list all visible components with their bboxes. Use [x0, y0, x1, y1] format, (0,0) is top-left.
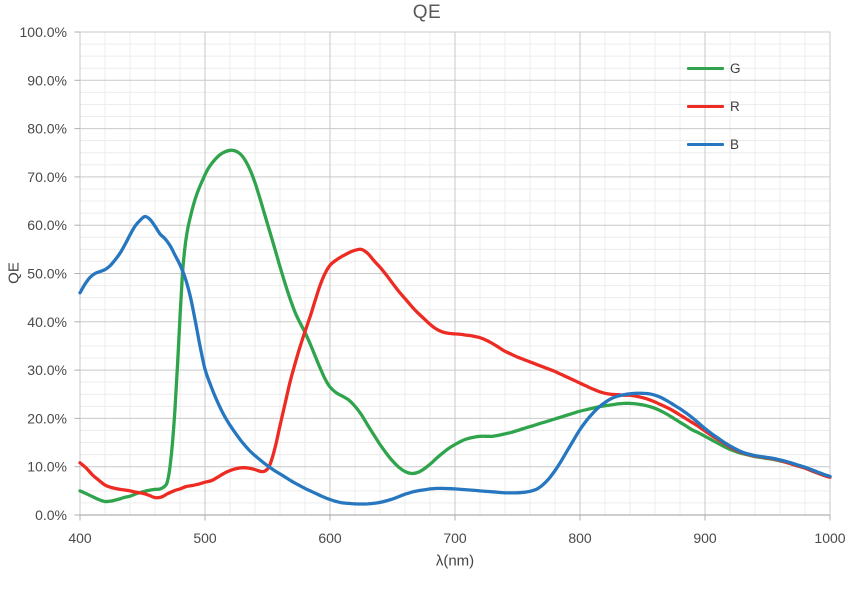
y-tick-label: 40.0%: [27, 314, 67, 330]
x-tick-label: 500: [193, 530, 217, 546]
y-tick-label: 10.0%: [27, 459, 67, 475]
series-line-r: [78, 247, 832, 500]
series-line-g: [78, 148, 832, 504]
y-tick-label: 20.0%: [27, 410, 67, 426]
y-tick-label: 80.0%: [27, 121, 67, 137]
y-tick-label: 50.0%: [27, 266, 67, 282]
legend-item-g[interactable]: G: [687, 49, 741, 87]
legend-line-g-icon: [687, 66, 724, 70]
y-tick-label: 60.0%: [27, 217, 67, 233]
y-tick-label: 30.0%: [27, 362, 67, 378]
x-tick-label: 900: [693, 530, 717, 546]
chart-title: QE: [412, 2, 442, 23]
y-tick-label: 70.0%: [27, 169, 67, 185]
y-tick-label: 100.0%: [20, 24, 67, 40]
x-axis-title: λ(nm): [435, 552, 475, 570]
x-tick-label: 400: [68, 530, 92, 546]
legend-label-r: R: [730, 98, 740, 114]
legend-line-r-icon: [687, 104, 724, 108]
legend: G R B: [687, 49, 741, 163]
x-tick-label: 800: [568, 530, 592, 546]
legend-label-b: B: [730, 136, 740, 152]
y-tick-label: 0.0%: [35, 507, 67, 523]
x-tick-label: 700: [443, 530, 467, 546]
legend-line-b-icon: [687, 142, 724, 146]
legend-item-r[interactable]: R: [687, 87, 741, 125]
legend-item-b[interactable]: B: [687, 125, 741, 163]
x-tick-label: 1000: [814, 530, 845, 546]
x-tick-label: 600: [318, 530, 342, 546]
y-tick-label: 90.0%: [27, 72, 67, 88]
series-line-b: [78, 214, 832, 506]
legend-label-g: G: [730, 60, 741, 76]
